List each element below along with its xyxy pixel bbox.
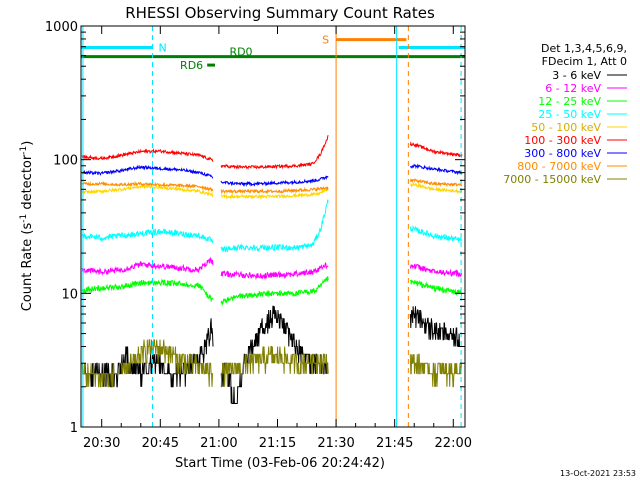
legend-label-1: 3 - 6 keV xyxy=(552,69,601,82)
series-2 xyxy=(81,256,463,281)
series-7-line-2 xyxy=(220,175,329,188)
series-6-line-2 xyxy=(220,135,329,171)
series-layer xyxy=(81,135,463,404)
x-axis-label: Start Time (03-Feb-06 20:24:42) xyxy=(175,456,385,471)
series-9 xyxy=(81,339,462,388)
series-5-line-1 xyxy=(81,183,214,198)
y-tick-label-2: 10 xyxy=(61,287,78,302)
series-1 xyxy=(82,305,462,404)
series-8 xyxy=(81,177,463,195)
series-6-line-3 xyxy=(409,141,463,159)
x-tick-label-1: 20:30 xyxy=(83,436,120,451)
x-tick-label-7: 22:00 xyxy=(435,436,472,451)
x-tick-label-3: 21:00 xyxy=(200,436,237,451)
series-2-line-3 xyxy=(409,263,463,278)
y-tick-label-3: 100 xyxy=(53,154,78,169)
x-tick-label-2: 20:45 xyxy=(142,436,179,451)
series-5 xyxy=(81,182,463,200)
series-4-line-3 xyxy=(409,225,463,243)
series-2-line-1 xyxy=(81,256,214,276)
legend-label-4: 25 - 50 keV xyxy=(538,108,601,121)
x-tick-label-4: 21:15 xyxy=(259,436,296,451)
series-4 xyxy=(81,199,463,253)
annotation-layer: N S RD0 RD6 xyxy=(81,26,465,427)
y-tick-label-4: 1000 xyxy=(45,20,78,35)
series-1-line-3 xyxy=(409,306,462,347)
series-3 xyxy=(81,276,463,307)
x-tick-label-5: 21:30 xyxy=(317,436,354,451)
y-axis-label-part1: Count Rate (s xyxy=(20,223,35,312)
series-6-line-1 xyxy=(81,147,214,163)
series-3-line-3 xyxy=(409,279,463,297)
y-axis-label-part2: detector xyxy=(20,154,35,214)
series-8-line-1 xyxy=(81,180,214,193)
legend-label-7: 300 - 800 keV xyxy=(524,147,601,160)
series-9-line-2 xyxy=(220,346,329,388)
y-axis-label-part3: ) xyxy=(20,141,35,146)
legend-label-8: 800 - 7000 keV xyxy=(517,160,601,173)
series-7-line-3 xyxy=(409,163,463,176)
series-3-line-1 xyxy=(81,278,214,302)
series-4-line-2 xyxy=(220,199,329,253)
chart-title: RHESSI Observing Summary Count Rates xyxy=(125,4,435,22)
legend-label-6: 100 - 300 keV xyxy=(524,134,601,147)
timestamp: 13-Oct-2021 23:53 xyxy=(560,469,636,478)
y-axis-label: Count Rate (s-1 detector-1) xyxy=(19,141,35,312)
x-tick-label-6: 21:45 xyxy=(376,436,413,451)
series-8-line-2 xyxy=(220,186,329,195)
flag-label-1: N xyxy=(158,42,166,55)
series-9-line-3 xyxy=(409,353,462,388)
series-8-line-3 xyxy=(409,177,463,188)
series-7-line-1 xyxy=(82,164,214,179)
y-axis-label-sup2: -1 xyxy=(19,146,29,155)
series-6 xyxy=(81,135,463,171)
plot-frame xyxy=(80,25,466,428)
legend-label-9: 7000 - 15000 keV xyxy=(503,173,601,186)
series-3-line-2 xyxy=(220,276,329,307)
series-5-line-2 xyxy=(220,186,329,200)
legend-label-5: 50 - 100 keV xyxy=(531,121,601,134)
series-1-line-2 xyxy=(220,305,329,404)
legend-header-line1: Det 1,3,4,5,6,9, xyxy=(541,42,627,55)
flag-label-3: S xyxy=(322,34,329,47)
axes-layer: 20:30 20:45 21:00 21:15 21:30 21:45 22:00 1 10 10… xyxy=(45,20,472,451)
series-2-line-2 xyxy=(220,261,329,281)
y-tick-label-1: 1 xyxy=(70,421,78,436)
flag-label-4: RD0 xyxy=(229,46,252,59)
series-7 xyxy=(82,163,463,188)
legend-header-line2: FDecim 1, Att 0 xyxy=(542,55,627,68)
legend-label-2: 6 - 12 keV xyxy=(545,82,601,95)
flag-label-5: RD6 xyxy=(180,59,203,72)
y-axis-label-sup1: -1 xyxy=(19,214,29,223)
series-9-line-1 xyxy=(81,339,213,388)
series-4-line-1 xyxy=(81,228,214,244)
series-5-line-3 xyxy=(410,182,463,195)
legend-label-3: 12 - 25 keV xyxy=(538,95,601,108)
series-1-line-1 xyxy=(82,318,214,388)
